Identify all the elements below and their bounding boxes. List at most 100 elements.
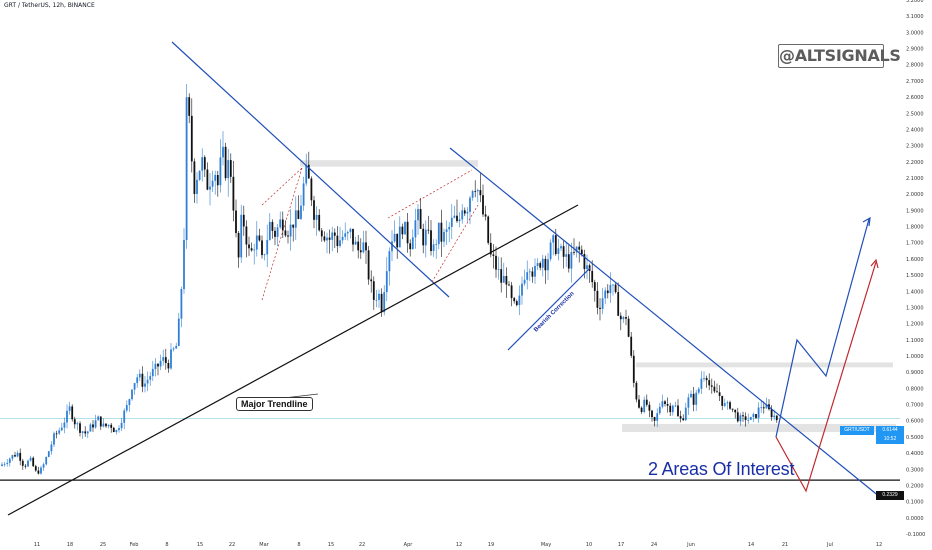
candle-body bbox=[424, 229, 427, 246]
candle-body bbox=[705, 377, 708, 381]
zone-resistance-feb bbox=[300, 160, 478, 167]
x-tick-label: 15 bbox=[197, 542, 203, 548]
candle-body bbox=[515, 301, 518, 306]
candle-body bbox=[422, 228, 425, 246]
candle-body bbox=[723, 403, 726, 406]
candle-body bbox=[47, 451, 50, 457]
candle-body bbox=[664, 401, 666, 404]
candle-body bbox=[479, 190, 482, 196]
x-tick-label: 8 bbox=[297, 542, 300, 548]
candle-body bbox=[284, 230, 287, 236]
candle-body bbox=[398, 226, 401, 248]
candle-body bbox=[365, 242, 367, 251]
candle-body bbox=[700, 378, 703, 389]
x-tick-label: 17 bbox=[618, 542, 624, 548]
candle-body bbox=[380, 293, 383, 313]
candle-body bbox=[71, 406, 74, 420]
candle-body bbox=[419, 209, 422, 229]
candle-body bbox=[123, 410, 126, 423]
candle-body bbox=[573, 251, 575, 253]
candle-body bbox=[154, 363, 157, 370]
candle-body bbox=[206, 169, 209, 190]
candle-body bbox=[274, 230, 276, 237]
candle-body bbox=[742, 415, 744, 417]
y-tick-label: 1.0000 bbox=[906, 354, 924, 360]
candle-body bbox=[375, 299, 378, 301]
candle-body bbox=[120, 422, 123, 429]
candle-body bbox=[601, 298, 604, 309]
candle-body bbox=[14, 455, 16, 457]
candle-body bbox=[482, 195, 484, 215]
candle-body bbox=[32, 457, 35, 467]
candle-body bbox=[89, 424, 92, 432]
candle-body bbox=[606, 290, 609, 294]
y-tick-label: 2.0000 bbox=[906, 192, 924, 198]
x-tick-label: 10 bbox=[586, 542, 592, 548]
candle-body bbox=[562, 246, 565, 257]
bearish-correction-label: Bearish Correction bbox=[533, 291, 576, 334]
candle-body bbox=[354, 241, 357, 245]
candle-body bbox=[658, 406, 661, 414]
y-tick-label: 1.3000 bbox=[906, 305, 924, 311]
x-tick-label: Jul bbox=[826, 542, 833, 548]
candle-body bbox=[66, 410, 68, 423]
candle-body bbox=[432, 244, 435, 252]
x-tick-label: Apr bbox=[404, 542, 414, 548]
candle-body bbox=[404, 221, 406, 235]
x-tick-label: 18 bbox=[67, 542, 73, 548]
candle-body bbox=[523, 279, 526, 284]
candle-body bbox=[417, 209, 419, 221]
candle-body bbox=[580, 249, 583, 255]
candle-body bbox=[448, 226, 451, 230]
candle-body bbox=[450, 217, 453, 227]
candle-body bbox=[341, 236, 344, 241]
candle-body bbox=[690, 393, 692, 398]
candle-body bbox=[414, 220, 417, 238]
candle-body bbox=[489, 242, 492, 255]
candle-body bbox=[237, 232, 240, 258]
candle-body bbox=[570, 251, 573, 269]
candle-body bbox=[37, 470, 40, 474]
candle-body bbox=[554, 235, 557, 254]
candle-body bbox=[409, 243, 412, 250]
candle-body bbox=[755, 414, 757, 418]
support-level-tag: 0.2329 bbox=[876, 491, 904, 500]
candle-body bbox=[677, 405, 679, 417]
candle-body bbox=[760, 407, 763, 409]
candle-body bbox=[775, 415, 778, 421]
candle-body bbox=[411, 237, 414, 250]
candle-body bbox=[3, 463, 6, 465]
y-tick-label: 2.4000 bbox=[906, 127, 924, 133]
candle-body bbox=[461, 210, 464, 220]
candle-body bbox=[162, 357, 165, 361]
candle-body bbox=[435, 244, 438, 245]
candle-body bbox=[734, 409, 737, 413]
candle-body bbox=[92, 424, 94, 428]
candle-body bbox=[107, 424, 110, 427]
candle-body bbox=[53, 433, 55, 445]
candle-body bbox=[310, 178, 313, 201]
candle-body bbox=[266, 239, 269, 255]
watermark-logo: @ALTSIGNALS bbox=[778, 44, 901, 68]
candle-body bbox=[55, 433, 58, 435]
candle-body bbox=[762, 407, 765, 409]
candle-body bbox=[765, 404, 768, 409]
candle-body bbox=[526, 272, 529, 280]
candle-body bbox=[505, 276, 508, 285]
candle-body bbox=[492, 254, 495, 256]
candle-body bbox=[370, 279, 373, 282]
candle-body bbox=[68, 406, 71, 411]
candle-body bbox=[604, 290, 607, 299]
candle-body bbox=[463, 210, 466, 214]
candle-body bbox=[34, 466, 37, 471]
candle-body bbox=[513, 298, 516, 302]
candle-body bbox=[372, 281, 375, 300]
y-tick-label: 1.6000 bbox=[906, 257, 924, 263]
candle-body bbox=[643, 399, 646, 412]
candle-body bbox=[586, 265, 588, 270]
candle-body bbox=[281, 219, 284, 231]
support-level-value: 0.2329 bbox=[882, 492, 898, 498]
candle-body bbox=[593, 282, 596, 291]
candle-body bbox=[739, 415, 742, 422]
